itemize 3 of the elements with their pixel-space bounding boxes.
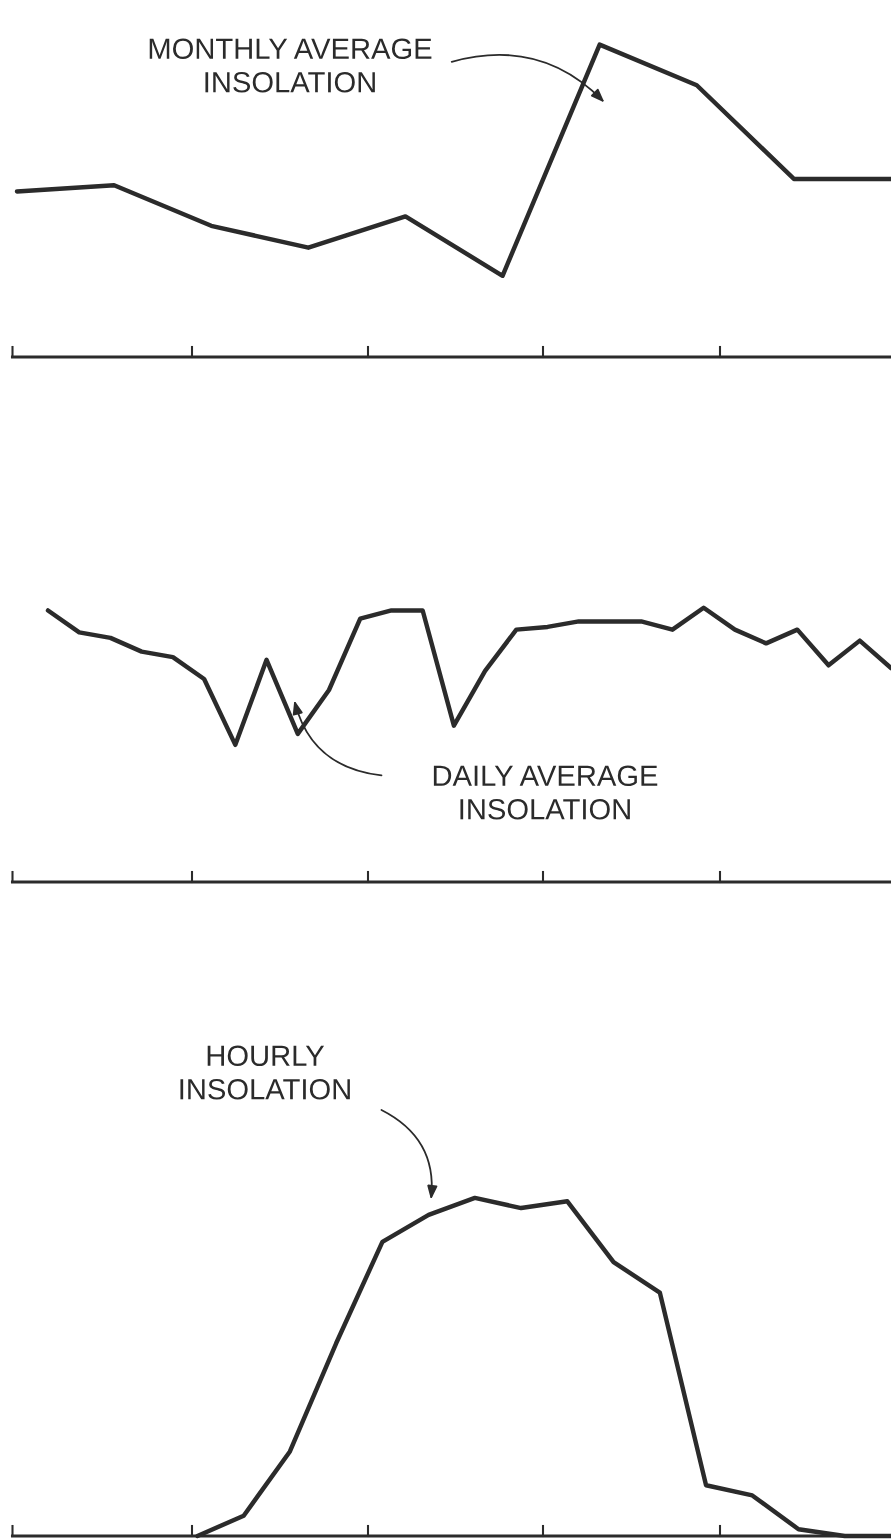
annotation: MONTHLY AVERAGE INSOLATION	[149, 38, 432, 93]
text: HOURLY INSOLATION	[180, 1045, 350, 1100]
annotation: DAILY AVERAGE INSOLATION	[433, 765, 658, 820]
